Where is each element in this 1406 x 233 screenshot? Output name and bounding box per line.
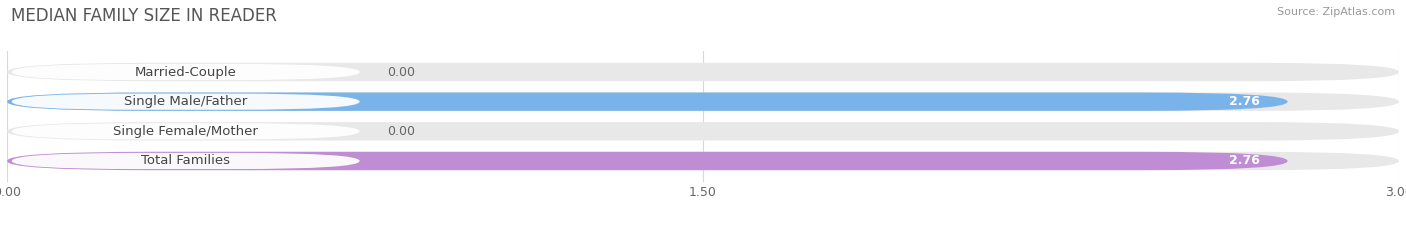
Text: MEDIAN FAMILY SIZE IN READER: MEDIAN FAMILY SIZE IN READER [11,7,277,25]
Text: Single Female/Mother: Single Female/Mother [114,125,259,138]
FancyBboxPatch shape [7,93,1288,111]
Text: 2.76: 2.76 [1229,95,1260,108]
FancyBboxPatch shape [11,64,360,80]
Text: Total Families: Total Families [141,154,231,168]
FancyBboxPatch shape [11,153,360,169]
FancyBboxPatch shape [7,152,1399,170]
FancyBboxPatch shape [11,123,360,139]
Text: 0.00: 0.00 [388,65,416,79]
Text: Single Male/Father: Single Male/Father [124,95,247,108]
Text: 2.76: 2.76 [1229,154,1260,168]
FancyBboxPatch shape [7,63,1399,81]
FancyBboxPatch shape [7,122,1399,140]
FancyBboxPatch shape [7,152,1288,170]
Text: Source: ZipAtlas.com: Source: ZipAtlas.com [1277,7,1395,17]
FancyBboxPatch shape [11,94,360,110]
Text: Married-Couple: Married-Couple [135,65,236,79]
FancyBboxPatch shape [7,93,1399,111]
Text: 0.00: 0.00 [388,125,416,138]
